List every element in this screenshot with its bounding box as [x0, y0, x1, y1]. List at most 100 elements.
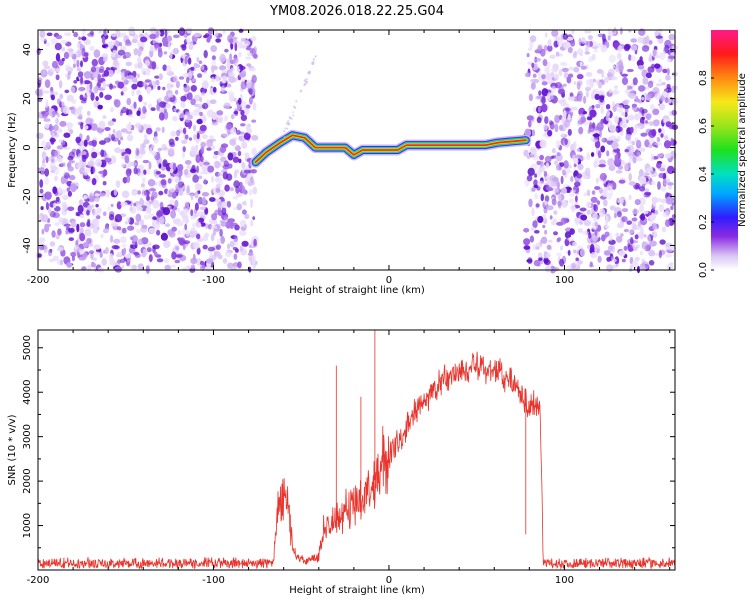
noise-cell [588, 78, 594, 85]
noise-cell [666, 67, 670, 76]
noise-cell [650, 170, 658, 177]
noise-cell [626, 119, 629, 124]
noise-cell [564, 169, 572, 174]
noise-cell [235, 129, 241, 135]
noise-cell [543, 250, 548, 259]
noise-cell [159, 201, 164, 210]
noise-cell [199, 124, 207, 132]
noise-cell [172, 75, 178, 83]
noise-cell [45, 42, 50, 47]
noise-cell [632, 208, 640, 215]
noise-cell [221, 206, 227, 216]
noise-cell [190, 257, 198, 265]
noise-cell [224, 48, 229, 53]
noise-cell [241, 162, 246, 169]
noise-cell [94, 78, 98, 83]
x-tick-label: 100 [555, 575, 574, 586]
noise-cell [176, 221, 184, 227]
noise-cell [170, 130, 177, 137]
noise-cell [251, 119, 257, 123]
noise-cell [168, 138, 175, 146]
noise-cell [233, 110, 239, 115]
colorbar-ticks: 0.0 0.2 0.4 0.6 0.8 [698, 70, 714, 278]
noise-cell [146, 168, 151, 175]
noise-cell [58, 216, 64, 225]
noise-cell [157, 46, 162, 53]
noise-cell [78, 146, 85, 151]
noise-cell [182, 146, 186, 153]
noise-cell [221, 201, 228, 209]
noise-cell [550, 155, 554, 160]
noise-cell [175, 129, 181, 137]
noise-cell [136, 80, 144, 88]
noise-cell [528, 120, 532, 128]
noise-cell [207, 165, 215, 173]
noise-cell [656, 197, 662, 202]
noise-cell [251, 134, 259, 141]
noise-cell [608, 233, 613, 242]
noise-cell [105, 247, 109, 254]
noise-cell [102, 228, 109, 234]
noise-cell [143, 190, 151, 196]
noise-cell [212, 154, 218, 160]
noise-cell [36, 132, 44, 139]
snr-y-tick-label: 2000 [22, 468, 33, 493]
noise-cell [119, 258, 126, 264]
noise-cell [652, 119, 660, 127]
noise-cell [227, 218, 235, 223]
noise-cell [646, 234, 652, 244]
noise-cell [577, 94, 583, 102]
noise-cell [594, 93, 600, 101]
noise-cell [105, 189, 110, 198]
chart-title: YM08.2026.018.22.25.G04 [269, 4, 444, 19]
colorbar-tick-label: 0.0 [698, 262, 709, 278]
noise-cell [628, 157, 633, 164]
noise-cell [45, 99, 49, 109]
noise-cell [580, 116, 587, 123]
noise-cell [586, 209, 591, 215]
noise-cell [604, 221, 608, 228]
noise-cell [98, 68, 104, 73]
noise-cell [667, 184, 673, 190]
noise-cell [121, 71, 125, 80]
noise-cell [550, 181, 558, 187]
noise-cell [590, 243, 595, 253]
noise-cell [173, 108, 177, 112]
noise-cell [110, 235, 114, 243]
noise-cell [574, 201, 579, 206]
noise-cell [44, 176, 49, 185]
noise-cell [53, 202, 57, 209]
noise-cell [73, 80, 78, 84]
noise-cell [527, 61, 533, 65]
noise-cell [104, 157, 112, 163]
noise-cell [226, 60, 231, 70]
noise-cell [523, 149, 529, 157]
noise-cell [200, 146, 205, 155]
noise-cell [628, 228, 634, 235]
noise-cell [528, 198, 533, 208]
noise-cell [71, 255, 75, 262]
noise-cell [91, 151, 98, 159]
noise-cell [157, 85, 161, 91]
noise-cell [152, 219, 156, 228]
noise-cell [649, 53, 652, 62]
noise-cell [83, 139, 88, 147]
noise-cell [615, 170, 623, 174]
noise-cell [252, 102, 257, 111]
noise-cell [536, 160, 542, 166]
noise-cell [544, 229, 548, 235]
noise-cell [95, 158, 102, 167]
noise-cell [618, 250, 626, 257]
noise-cell [669, 262, 674, 266]
noise-cell [200, 141, 206, 148]
noise-cell [49, 137, 56, 143]
noise-cell [113, 58, 118, 67]
noise-cell [585, 79, 590, 86]
noise-cell [102, 211, 107, 216]
noise-cell [120, 68, 127, 73]
noise-cell [67, 128, 73, 132]
noise-cell [617, 211, 622, 218]
noise-cell [620, 233, 624, 237]
noise-cell [51, 149, 55, 157]
